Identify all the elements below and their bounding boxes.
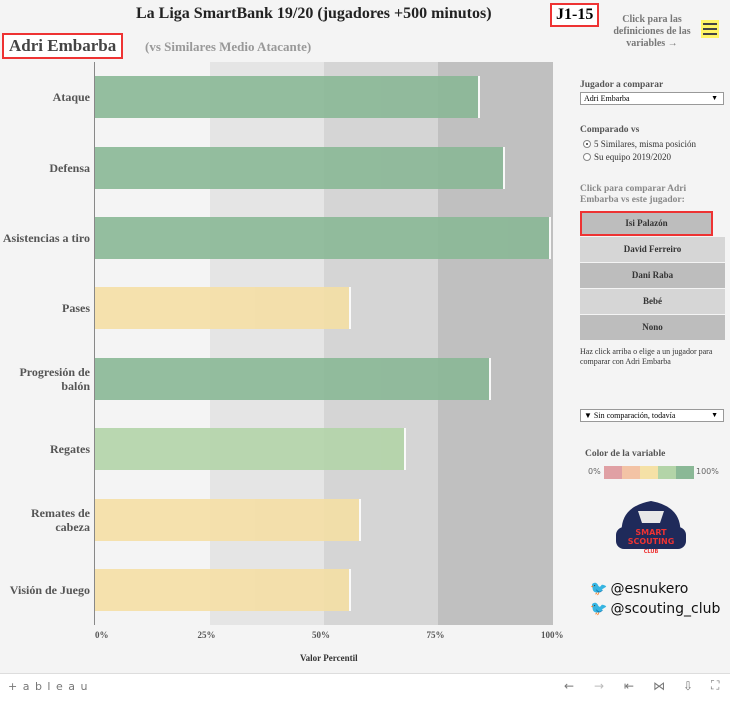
compare-player-dropdown[interactable]: Adri Embarba ▼	[580, 92, 724, 105]
dropdown-value: Adri Embarba	[584, 94, 630, 103]
svg-text:SCOUTING: SCOUTING	[628, 537, 675, 546]
legend-min: 0%	[588, 467, 601, 476]
twitter-handle-1[interactable]: 🐦 @scouting_club	[590, 601, 720, 617]
player-button-3[interactable]: Bebé	[580, 289, 725, 314]
dashboard: La Liga SmartBank 19/20 (jugadores +500 …	[0, 0, 730, 673]
radio-label: 5 Similares, misma posición	[594, 139, 696, 149]
legend-swatch-2	[640, 466, 658, 479]
click-compare-label: Click para comparar Adri Embarba vs este…	[580, 184, 687, 205]
y-label-4: Progresión de balón	[19, 364, 90, 393]
player-button-4[interactable]: Nono	[580, 315, 725, 340]
handle-text: @scouting_club	[610, 601, 721, 617]
bar-0[interactable]	[95, 76, 480, 119]
legend-swatch-1	[622, 466, 640, 479]
compare-label: Jugador a comparar	[580, 80, 664, 90]
twitter-handle-0[interactable]: 🐦 @esnukero	[590, 581, 688, 597]
bar-7[interactable]	[95, 569, 352, 611]
bar-chart	[95, 62, 573, 625]
bar-2[interactable]	[95, 217, 551, 259]
smart-scouting-club-logo: SMART SCOUTING CLUB	[616, 501, 686, 555]
menu-icon[interactable]	[701, 20, 719, 38]
legend-swatch-0	[604, 466, 622, 479]
round-label: J1-15	[550, 3, 600, 27]
player-name: Adri Embarba	[2, 33, 124, 59]
chevron-down-icon: ▼	[711, 411, 718, 419]
bar-5[interactable]	[95, 428, 407, 471]
dashboard-title: La Liga SmartBank 19/20 (jugadores +500 …	[136, 5, 492, 22]
player-button-1[interactable]: David Ferreiro	[580, 237, 725, 262]
y-label-7: Visión de Juego	[9, 583, 90, 597]
y-label-6: Remates de cabeza	[31, 505, 90, 534]
comparison-dropdown[interactable]: ▼ Sin comparación, todavía ▼	[580, 409, 724, 422]
handle-text: @esnukero	[610, 581, 689, 597]
radio-label: Su equipo 2019/2020	[594, 152, 672, 162]
tableau-toolbar: + a b l e a u ← → ⇤ ⋈ ⇩ ⛶	[0, 673, 730, 702]
x-tick-3: 75%	[426, 630, 445, 640]
revert-icon[interactable]: ⇤	[624, 679, 635, 693]
radio-icon	[583, 153, 591, 161]
legend-swatch-4	[676, 466, 694, 479]
radio-similares[interactable]: 5 Similares, misma posición	[583, 139, 696, 149]
svg-text:SMART: SMART	[635, 528, 667, 537]
bar-4[interactable]	[95, 357, 492, 400]
fullscreen-icon[interactable]: ⛶	[711, 678, 720, 692]
legend-max: 100%	[696, 467, 719, 476]
legend-swatch-3	[658, 466, 676, 479]
dropdown-value: ▼ Sin comparación, todavía	[584, 411, 676, 420]
x-axis-label: Valor Percentil	[300, 653, 358, 663]
bar-1[interactable]	[95, 146, 505, 189]
undo-icon[interactable]: ←	[564, 679, 575, 693]
download-icon[interactable]: ⇩	[683, 679, 694, 693]
chevron-down-icon: ▼	[711, 94, 718, 102]
definitions-link[interactable]: Click para las definiciones de las varia…	[613, 14, 691, 49]
y-label-2: Asistencias a tiro	[2, 231, 90, 245]
y-label-1: Defensa	[49, 160, 90, 175]
twitter-icon: 🐦	[590, 581, 608, 597]
twitter-icon: 🐦	[590, 601, 608, 617]
player-button-2[interactable]: Dani Raba	[580, 263, 725, 288]
y-label-5: Regates	[50, 442, 90, 457]
y-label-3: Pases	[62, 301, 90, 316]
color-legend-title: Color de la variable	[585, 449, 666, 459]
redo-icon[interactable]: →	[594, 679, 605, 693]
y-label-0: Ataque	[52, 90, 90, 105]
x-tick-0: 0%	[95, 630, 109, 640]
svg-text:CLUB: CLUB	[644, 549, 659, 555]
subtitle: (vs Similares Medio Atacante)	[145, 39, 312, 54]
share-icon[interactable]: ⋈	[653, 679, 665, 693]
compared-vs-label: Comparado vs	[580, 125, 640, 135]
x-tick-1: 25%	[197, 630, 216, 640]
tableau-logo[interactable]: + a b l e a u	[8, 680, 89, 693]
hint-text: Haz click arriba o elige a un jugador pa…	[580, 347, 713, 366]
x-tick-4: 100%	[541, 630, 564, 640]
radio-equipo[interactable]: Su equipo 2019/2020	[583, 152, 671, 162]
x-tick-2: 50%	[312, 630, 330, 640]
bar-3[interactable]	[95, 287, 352, 330]
y-axis-line	[94, 62, 95, 625]
radio-icon	[583, 140, 591, 148]
bar-6[interactable]	[95, 498, 361, 541]
player-button-0[interactable]: Isi Palazón	[580, 211, 713, 236]
